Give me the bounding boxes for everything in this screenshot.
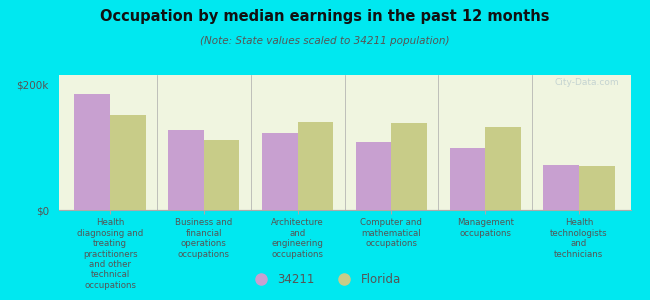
Text: City-Data.com: City-Data.com: [554, 78, 619, 87]
Bar: [391, 123, 427, 210]
Text: Occupation by median earnings in the past 12 months: Occupation by median earnings in the pas…: [100, 9, 550, 24]
Bar: [75, 94, 110, 210]
Text: (Note: State values scaled to 34211 population): (Note: State values scaled to 34211 popu…: [200, 36, 450, 46]
Bar: [543, 165, 579, 210]
Bar: [204, 140, 239, 210]
Bar: [298, 122, 333, 210]
Bar: [262, 134, 298, 210]
Legend: 34211, Florida: 34211, Florida: [244, 269, 406, 291]
Bar: [485, 127, 521, 210]
Bar: [579, 166, 614, 210]
Bar: [168, 130, 204, 210]
Bar: [450, 148, 485, 210]
Bar: [110, 115, 146, 210]
Bar: [356, 142, 391, 210]
